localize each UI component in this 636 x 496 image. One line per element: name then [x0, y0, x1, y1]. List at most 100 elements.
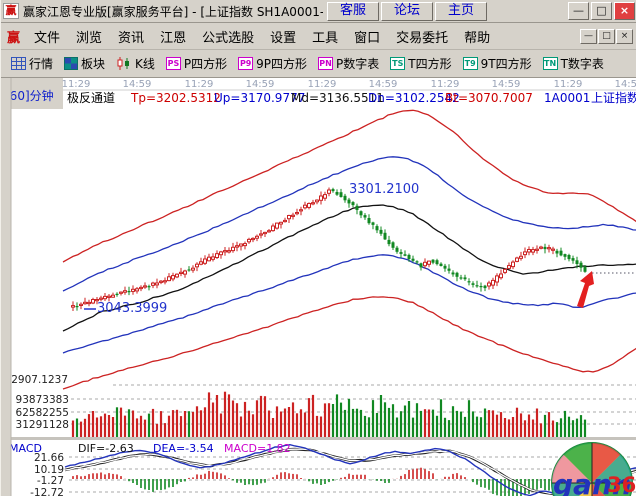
kline-icon — [116, 56, 132, 71]
price-scale-label: 2907.1237 — [11, 374, 68, 386]
indicator-header-item: Dn=3102.2542 — [368, 91, 460, 105]
menu-item-6[interactable]: 工具 — [312, 30, 339, 46]
TN-icon: TN — [542, 57, 558, 70]
indicator-header-item: Md=3136.5511 — [291, 91, 384, 105]
T9-icon: T9 — [462, 57, 478, 70]
chart-canvas[interactable]: 11:29 14:59 11:29 14:59 11:29 14:59 11:29 14:59… — [1, 78, 636, 496]
titlebar: 赢 赢家江恩专业版[赢家服务平台] - [上证指数 SH1A0001-277[6… — [1, 0, 636, 23]
band-dn-line — [62, 254, 636, 354]
mdi-controls: — □ × — [580, 28, 633, 44]
indicator-header-item: 上证指数 — [591, 90, 636, 105]
gann360-logo: gann360 — [551, 442, 636, 496]
indicator-header-item: 极反通道 — [67, 91, 115, 105]
volume-scale-label: 31291128 — [16, 419, 69, 431]
left-border-strip — [1, 78, 11, 496]
toolbar-button-7[interactable]: T9 9T四方形 — [462, 55, 532, 72]
toolbar-button-label: P数字表 — [336, 57, 380, 71]
toolbar-button-3[interactable]: PS P四方形 — [165, 55, 228, 72]
price-annotation: 3043.3999 — [97, 301, 167, 316]
macd-header-item: DIF=-2.63 — [78, 442, 134, 455]
menu-items: 文件 浏览 资讯 江恩 公式选股 设置 工具 窗口 交易委托 帮助 — [26, 25, 498, 48]
time-axis-label: 11:29 — [62, 79, 91, 90]
toolbar-button-5[interactable]: PN P数字表 — [318, 55, 379, 72]
toolbar-button-label: T四方形 — [408, 57, 452, 71]
band-tp-line — [62, 109, 636, 263]
macd-scale-label: -1.27 — [37, 475, 64, 487]
menu-item-2[interactable]: 资讯 — [118, 30, 145, 46]
P9-icon: P9 — [238, 57, 254, 70]
time-axis-label: 11:29 — [554, 79, 583, 90]
titlebar-button-0[interactable]: 客服 — [327, 1, 379, 21]
macd-header-item: DEA=-3.54 — [153, 442, 214, 455]
toolbar-button-label: 板块 — [81, 57, 106, 71]
blocks-icon — [64, 57, 79, 70]
up-arrow-annotation — [577, 271, 594, 308]
mdi-close-button[interactable]: × — [616, 28, 633, 44]
indicator-header-item: 1A0001 — [544, 91, 590, 105]
indicator-header-item: Tp=3202.5312 — [130, 91, 221, 105]
menu-item-4[interactable]: 公式选股 — [202, 30, 255, 46]
time-axis-label: 11:29 — [185, 79, 214, 90]
time-axis-label: 11:29 — [431, 79, 460, 90]
macd-scale-label: -12.72 — [30, 487, 64, 496]
volume-series — [71, 391, 587, 437]
panel-separator — [11, 437, 636, 440]
grid-icon — [11, 57, 26, 70]
band-bt-line — [62, 296, 636, 390]
TS-icon: TS — [390, 57, 406, 70]
candlestick-series — [71, 187, 587, 311]
indicator-header-item: Up=3170.9777 — [214, 91, 305, 105]
menu-item-7[interactable]: 窗口 — [354, 30, 381, 46]
macd-scale-label: 10.19 — [34, 464, 64, 476]
toolbar-button-0[interactable]: 行情 — [11, 55, 53, 72]
volume-scale-label: 93873383 — [16, 394, 69, 406]
toolbar-button-label: T数字表 — [560, 57, 604, 71]
gann-logo-text: gann — [553, 468, 632, 496]
mdi-restore-button[interactable]: □ — [598, 28, 615, 44]
app-logo-icon: 赢 — [3, 3, 19, 19]
maximize-button[interactable]: □ — [591, 2, 612, 20]
time-axis-label: 14:59 — [369, 79, 398, 90]
titlebar-button-1[interactable]: 论坛 — [381, 1, 433, 21]
menu-item-0[interactable]: 文件 — [34, 30, 61, 46]
time-axis-label: 14:59 — [246, 79, 275, 90]
chart-background — [11, 78, 636, 496]
gann-logo-360: 360 — [607, 473, 636, 496]
macd-dif-line — [64, 443, 636, 496]
time-axis-label: 14:59 — [615, 79, 636, 90]
indicator-header-item: Bt=3070.7007 — [445, 91, 533, 105]
menu-item-9[interactable]: 帮助 — [464, 30, 491, 46]
toolbar-button-label: 行情 — [29, 57, 54, 71]
toolbar-button-1[interactable]: 板块 — [64, 55, 105, 72]
time-axis-label: 11:29 — [308, 79, 337, 90]
menu-item-1[interactable]: 浏览 — [76, 30, 103, 46]
PS-icon: PS — [165, 57, 181, 70]
toolbar: 行情 板块 K线 PS P四方形 P9 9P四方形 PN P数字表 TS T四方形 T9 9T四方形 TN… — [1, 50, 636, 78]
menubar: 赢 文件 浏览 资讯 江恩 公式选股 设置 工具 窗口 交易委托 帮助 — □ × — [1, 23, 636, 50]
macd-header-item: MACD — [9, 442, 42, 455]
toolbar-button-6[interactable]: TS T四方形 — [390, 55, 452, 72]
macd-dea-line — [64, 448, 636, 496]
close-button[interactable]: × — [614, 2, 635, 20]
minimize-button[interactable]: — — [568, 2, 589, 20]
toolbar-button-4[interactable]: P9 9P四方形 — [238, 55, 307, 72]
mdi-minimize-button[interactable]: — — [580, 28, 597, 44]
toolbar-button-label: P四方形 — [183, 57, 228, 71]
toolbar-button-2[interactable]: K线 — [116, 55, 155, 72]
band-up-line — [62, 156, 636, 292]
menu-item-8[interactable]: 交易委托 — [396, 30, 449, 46]
macd-header-item: MACD=1.82 — [224, 442, 291, 455]
menu-item-5[interactable]: 设置 — [270, 30, 297, 46]
titlebar-buttons: 客服 论坛 主页 — [327, 1, 487, 21]
toolbar-button-8[interactable]: TN T数字表 — [542, 55, 604, 72]
child-window-icon[interactable]: 赢 — [7, 30, 21, 46]
menu-item-3[interactable]: 江恩 — [160, 30, 187, 46]
toolbar-button-label: 9P四方形 — [256, 57, 308, 71]
titlebar-button-2[interactable]: 主页 — [435, 1, 487, 21]
volume-scale-label: 62582255 — [16, 407, 69, 419]
time-axis-label: 14:59 — [123, 79, 152, 90]
period-label: [60]分钟 — [5, 88, 54, 103]
toolbar-button-label: 9T四方形 — [480, 57, 532, 71]
time-axis-label: 14:59 — [492, 79, 521, 90]
